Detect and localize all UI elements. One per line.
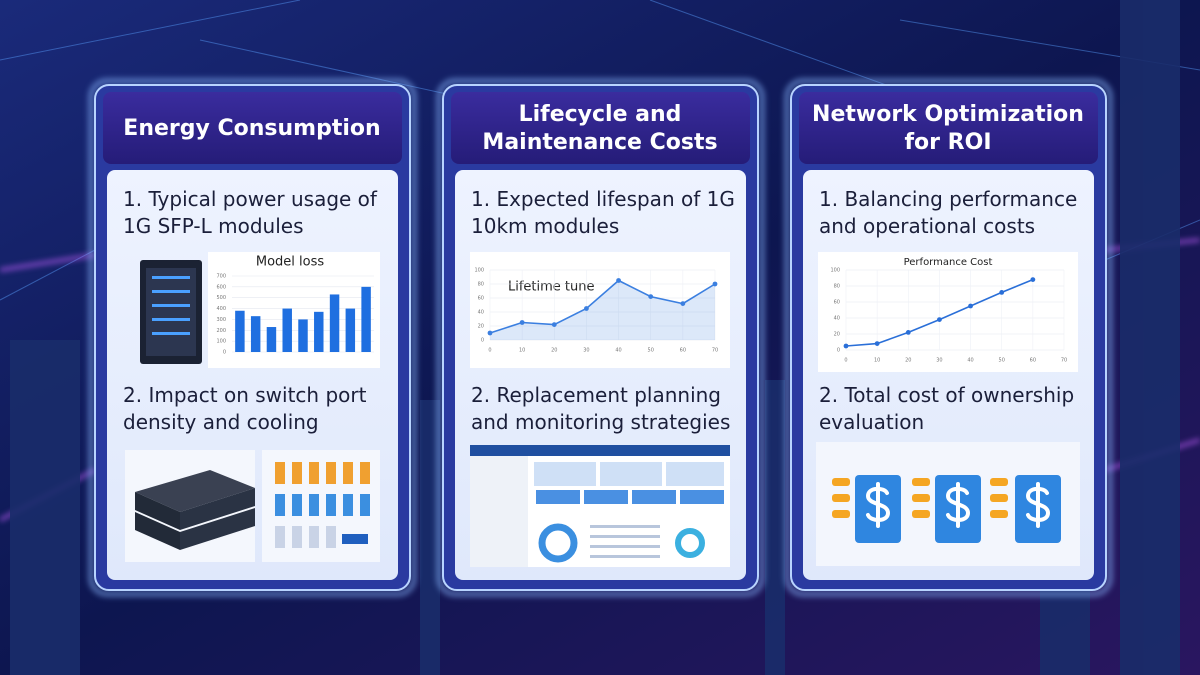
panel-title: Network Optimization for ROI bbox=[812, 102, 1084, 155]
y-tick-label: 80 bbox=[834, 284, 840, 290]
x-tick-label: 70 bbox=[712, 348, 718, 354]
chart-background bbox=[470, 252, 730, 368]
bar bbox=[282, 308, 292, 352]
y-tick-label: 300 bbox=[216, 317, 226, 323]
bar bbox=[314, 311, 324, 352]
panel-item: 1. Typical power usage of 1G SFP-L modul… bbox=[123, 187, 377, 238]
y-tick-label: 200 bbox=[216, 328, 226, 334]
dollar-icons bbox=[816, 442, 1080, 566]
chart-title: Performance Cost bbox=[904, 257, 993, 268]
y-tick-label: 60 bbox=[834, 300, 840, 306]
y-tick-label: 40 bbox=[834, 316, 840, 322]
panel-title: Energy Consumption bbox=[123, 116, 381, 141]
panel-item: 1. Expected lifespan of 1G 10km modules bbox=[471, 187, 735, 238]
point bbox=[680, 301, 686, 306]
y-tick-label: 700 bbox=[216, 274, 226, 280]
chart-background bbox=[818, 252, 1078, 372]
x-tick-label: 60 bbox=[680, 348, 686, 354]
y-tick-label: 0 bbox=[223, 350, 226, 356]
x-tick-label: 20 bbox=[551, 348, 557, 354]
line bbox=[489, 279, 716, 334]
dollar-glyph bbox=[865, 482, 891, 528]
bar bbox=[250, 316, 261, 352]
bar bbox=[235, 310, 245, 352]
point bbox=[712, 281, 718, 287]
point bbox=[487, 330, 493, 336]
y-tick-label: 0 bbox=[481, 338, 484, 344]
point bbox=[968, 303, 973, 309]
cooling-diagram bbox=[262, 450, 380, 562]
point bbox=[616, 278, 621, 283]
panel-item: 2. Total cost of ownership evaluation bbox=[819, 383, 1075, 434]
dollar-glyph bbox=[945, 482, 971, 528]
bar bbox=[298, 319, 308, 352]
dollar-glyph bbox=[1025, 482, 1051, 528]
point bbox=[519, 320, 525, 325]
x-tick-label: 40 bbox=[967, 358, 973, 364]
panel-glow bbox=[784, 78, 1113, 597]
x-tick-label: 20 bbox=[905, 358, 911, 364]
bar bbox=[329, 294, 340, 352]
x-tick-label: 0 bbox=[488, 348, 491, 354]
point bbox=[648, 294, 654, 299]
y-tick-label: 600 bbox=[216, 284, 226, 290]
panel-item: 2. Impact on switch port density and coo… bbox=[123, 383, 367, 434]
y-tick-label: 100 bbox=[474, 268, 484, 274]
y-tick-label: 100 bbox=[830, 268, 840, 274]
bar bbox=[266, 327, 277, 352]
panel-glow bbox=[436, 78, 765, 597]
chart-title: Model loss bbox=[256, 255, 325, 270]
panel-header bbox=[451, 92, 750, 164]
panel-header bbox=[799, 92, 1098, 164]
server-rack bbox=[140, 260, 202, 364]
chart-title: Lifetime tune bbox=[508, 280, 595, 295]
panel-glow bbox=[88, 78, 417, 597]
x-tick-label: 0 bbox=[844, 358, 847, 364]
x-tick-label: 50 bbox=[999, 358, 1005, 364]
y-tick-label: 100 bbox=[216, 339, 226, 345]
panel-item: 1. Balancing performance and operational… bbox=[819, 187, 1078, 238]
switch-illustration bbox=[125, 450, 255, 562]
point bbox=[551, 322, 557, 327]
x-tick-label: 30 bbox=[936, 358, 942, 364]
x-tick-label: 10 bbox=[519, 348, 525, 354]
area bbox=[490, 280, 715, 340]
y-tick-label: 20 bbox=[834, 332, 840, 338]
point bbox=[1030, 277, 1036, 282]
y-tick-label: 60 bbox=[478, 296, 484, 302]
y-tick-label: 400 bbox=[216, 306, 226, 312]
panel-title: Lifecycle and Maintenance Costs bbox=[482, 102, 718, 155]
y-tick-label: 40 bbox=[478, 310, 484, 316]
y-tick-label: 20 bbox=[478, 324, 484, 330]
x-tick-label: 70 bbox=[1061, 358, 1067, 364]
x-tick-label: 10 bbox=[874, 358, 880, 364]
y-tick-label: 500 bbox=[216, 295, 226, 301]
point bbox=[843, 343, 849, 349]
panel-header bbox=[103, 92, 402, 164]
bar bbox=[361, 286, 371, 352]
point bbox=[584, 306, 589, 311]
point bbox=[874, 341, 880, 346]
panel-item: 2. Replacement planning and monitoring s… bbox=[471, 383, 731, 434]
x-tick-label: 30 bbox=[583, 348, 589, 354]
point bbox=[905, 330, 911, 335]
y-tick-label: 80 bbox=[478, 282, 484, 288]
x-tick-label: 50 bbox=[648, 348, 654, 354]
y-tick-label: 0 bbox=[837, 348, 840, 354]
dashboard-illustration bbox=[470, 445, 730, 567]
x-tick-label: 60 bbox=[1030, 358, 1036, 364]
x-tick-label: 40 bbox=[615, 348, 621, 354]
point bbox=[999, 290, 1005, 295]
bar bbox=[345, 308, 356, 352]
point bbox=[937, 317, 942, 322]
